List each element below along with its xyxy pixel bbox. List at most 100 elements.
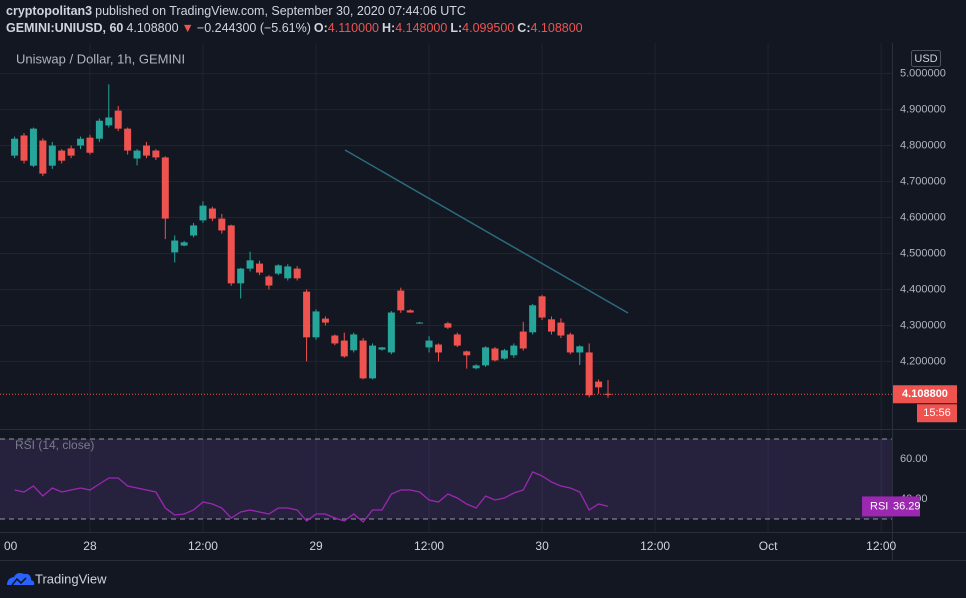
rsi-title: RSI (14, close) <box>15 438 94 452</box>
candle-body <box>114 110 122 129</box>
candle-body <box>321 318 329 323</box>
candle-body <box>453 334 461 346</box>
y-tick-label: 4.800000 <box>900 139 946 151</box>
candle-body <box>274 265 282 274</box>
y-tick-label: 5.000000 <box>900 67 946 79</box>
candle-body <box>29 128 37 166</box>
candle-body <box>190 225 198 236</box>
unit-label: USD <box>914 53 937 65</box>
trend-line <box>344 149 629 314</box>
candle-body <box>378 347 386 350</box>
x-tick-label: 00 <box>4 539 18 553</box>
symbol: GEMINI:UNIUSD, 60 <box>6 21 124 35</box>
ohlc-key: C: <box>517 21 531 35</box>
countdown-label: 15:56 <box>923 407 951 419</box>
candle-body <box>180 242 188 246</box>
y-tick-label: 4.700000 <box>900 175 946 187</box>
candle-body <box>86 137 94 153</box>
footer-logo: TradingView <box>7 571 107 586</box>
candle-body <box>359 340 367 379</box>
x-tick-label: 29 <box>309 539 323 553</box>
candle-body <box>444 323 452 328</box>
arrow: ▼ <box>181 21 194 35</box>
x-tick-label: Oct <box>759 539 778 553</box>
candle-body <box>510 345 518 356</box>
header: cryptopolitan3 published on TradingView.c… <box>6 3 589 37</box>
price-pane <box>0 84 892 398</box>
ohlc-value: 4.110000 <box>327 21 379 35</box>
candle-body <box>595 381 603 388</box>
candle-body <box>105 117 113 126</box>
candle-body <box>350 334 358 351</box>
candle-body <box>519 331 527 349</box>
candle-body <box>472 365 480 369</box>
y-tick-label: 4.900000 <box>900 103 946 115</box>
x-tick-label: 30 <box>535 539 549 553</box>
y-tick-label: 4.200000 <box>900 355 946 367</box>
candle-body <box>133 150 141 159</box>
rsi-badge-name: RSI <box>870 500 888 512</box>
candle-body <box>171 240 179 253</box>
candle-body <box>397 290 405 311</box>
candle-body <box>218 218 226 231</box>
y-tick-label: 4.600000 <box>900 211 946 223</box>
candle-body <box>246 260 254 269</box>
candle-body <box>369 345 377 379</box>
candle-body <box>529 305 537 333</box>
candle-body <box>576 346 584 353</box>
axes: 4.200000 4.300000 4.400000 4.500000 4.600000… <box>4 67 957 553</box>
publish-line: cryptopolitan3 published on TradingView.c… <box>6 3 589 20</box>
candle-body <box>58 150 66 161</box>
candle-body <box>265 276 273 286</box>
candle-body <box>557 322 565 336</box>
ohlc-key: H: <box>382 21 396 35</box>
candle-body <box>199 205 207 221</box>
published: published on TradingView.com, September … <box>95 4 466 18</box>
candle-body <box>312 311 320 338</box>
unit-box <box>911 50 941 67</box>
x-tick-label: 12:00 <box>866 539 896 553</box>
candle-body <box>491 348 499 361</box>
candle-body <box>77 138 85 146</box>
ohlc-value: 4.148000 <box>395 21 448 35</box>
candle-body <box>500 350 508 359</box>
candle-body <box>538 296 546 318</box>
symbol-line: GEMINI:UNIUSD, 60 4.108800 ▼ −0.244300 (−5.… <box>6 20 589 37</box>
candle-body <box>142 145 150 156</box>
y-tick-label: 60.00 <box>900 453 928 465</box>
candle-body <box>161 157 169 219</box>
rsi-line <box>14 471 609 523</box>
candle-body <box>284 266 292 279</box>
candle-body <box>482 347 490 366</box>
last-price-box <box>893 385 957 404</box>
x-tick-label: 28 <box>83 539 97 553</box>
candle-body <box>237 268 245 284</box>
candle-body <box>48 145 56 166</box>
y-tick-label: 4.300000 <box>900 319 946 331</box>
chart-title: Uniswap / Dollar, 1h, GEMINI <box>16 51 185 66</box>
candle-body <box>566 334 574 353</box>
candle-body <box>293 268 301 279</box>
ohlc: O:4.110000 H:4.148000 L:4.099500 C:4.108800 <box>314 21 586 35</box>
rsi-badge <box>862 496 920 517</box>
author: cryptopolitan3 <box>6 4 93 18</box>
x-tick-label: 12:00 <box>414 539 444 553</box>
ohlc-value: 4.099500 <box>462 21 515 35</box>
candle-body <box>387 312 395 353</box>
candle-body <box>547 319 555 332</box>
y-tick-label: 4.400000 <box>900 283 946 295</box>
candle-body <box>11 138 19 156</box>
rsi-badge-value: 36.29 <box>893 500 921 512</box>
candle-body <box>124 128 132 151</box>
candle-body <box>95 120 103 139</box>
x-tick-label: 12:00 <box>640 539 670 553</box>
candle-body <box>585 352 593 396</box>
last-price-label: 4.108800 <box>902 388 948 400</box>
candle-body <box>152 150 160 158</box>
logo-mark <box>11 577 27 586</box>
ohlc-value: 4.108800 <box>530 21 583 35</box>
candle-body <box>416 322 424 324</box>
y-tick-label: 4.500000 <box>900 247 946 259</box>
